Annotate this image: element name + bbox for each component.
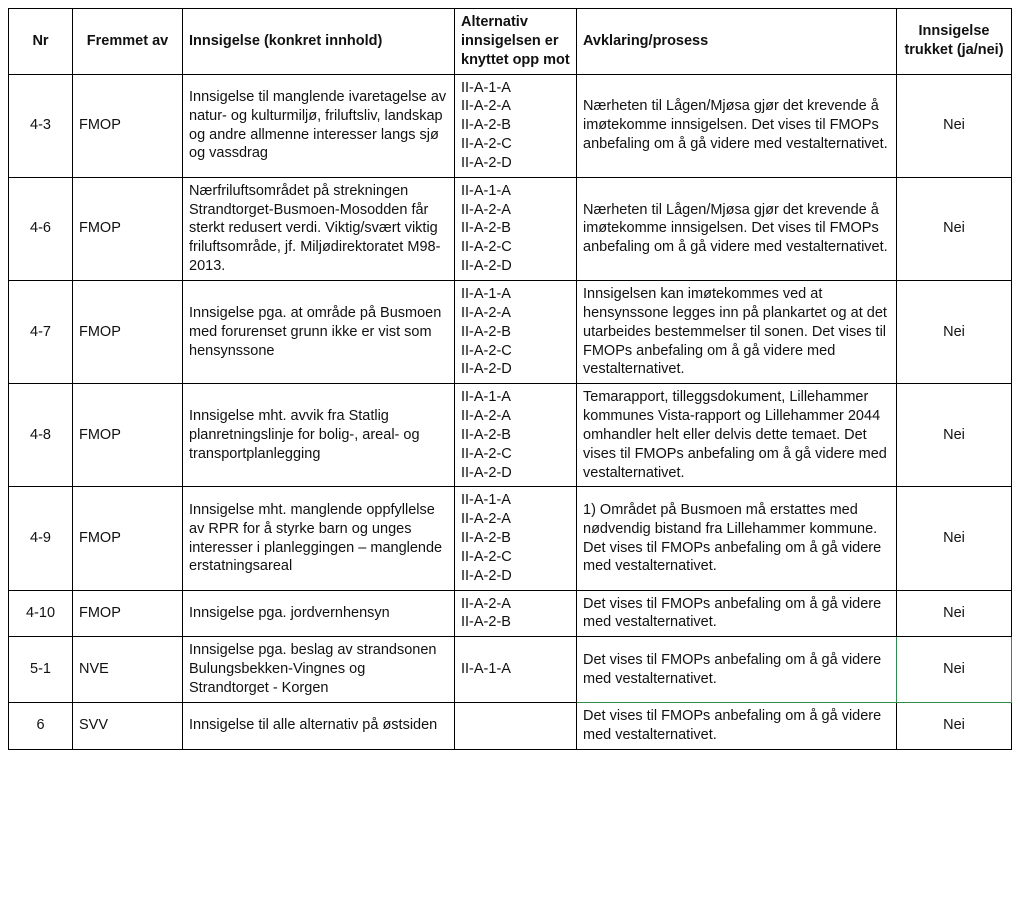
cell-nr: 4-7 xyxy=(9,280,73,383)
cell-alternativ: II-A-1-A II-A-2-A II-A-2-B II-A-2-C II-A… xyxy=(455,280,577,383)
cell-innhold: Innsigelse til manglende ivaretagelse av… xyxy=(183,74,455,177)
col-header-nr: Nr xyxy=(9,9,73,75)
cell-trukket: Nei xyxy=(897,487,1012,590)
cell-avklaring: Nærheten til Lågen/Mjøsa gjør det kreven… xyxy=(577,74,897,177)
cell-trukket: Nei xyxy=(897,74,1012,177)
table-row: 5-1 NVE Innsigelse pga. beslag av strand… xyxy=(9,637,1012,703)
col-header-innhold: Innsigelse (konkret innhold) xyxy=(183,9,455,75)
cell-avklaring: Det vises til FMOPs anbefaling om å gå v… xyxy=(577,590,897,637)
table-body: 4-3 FMOP Innsigelse til manglende ivaret… xyxy=(9,74,1012,749)
cell-trukket: Nei xyxy=(897,702,1012,749)
cell-avklaring: Nærheten til Lågen/Mjøsa gjør det kreven… xyxy=(577,177,897,280)
cell-innhold: Innsigelse pga. at område på Busmoen med… xyxy=(183,280,455,383)
cell-trukket: Nei xyxy=(897,177,1012,280)
cell-alternativ: II-A-1-A II-A-2-A II-A-2-B II-A-2-C II-A… xyxy=(455,177,577,280)
cell-fremmet: FMOP xyxy=(73,590,183,637)
cell-innhold: Nærfriluftsområdet på strekningen Strand… xyxy=(183,177,455,280)
col-header-avklaring: Avklaring/prosess xyxy=(577,9,897,75)
table-row: 4-3 FMOP Innsigelse til manglende ivaret… xyxy=(9,74,1012,177)
cell-avklaring: Innsigelsen kan imøtekommes ved at hensy… xyxy=(577,280,897,383)
cell-innhold: Innsigelse mht. avvik fra Statlig planre… xyxy=(183,384,455,487)
cell-fremmet: FMOP xyxy=(73,177,183,280)
cell-nr: 4-3 xyxy=(9,74,73,177)
cell-nr: 4-8 xyxy=(9,384,73,487)
cell-trukket: Nei xyxy=(897,590,1012,637)
cell-trukket: Nei xyxy=(897,280,1012,383)
cell-avklaring: Temarapport, tilleggsdokument, Lillehamm… xyxy=(577,384,897,487)
table-row: 4-9 FMOP Innsigelse mht. manglende oppfy… xyxy=(9,487,1012,590)
table-row: 4-10 FMOP Innsigelse pga. jordvernhensyn… xyxy=(9,590,1012,637)
cell-avklaring: Det vises til FMOPs anbefaling om å gå v… xyxy=(577,637,897,703)
cell-alternativ: II-A-1-A xyxy=(455,637,577,703)
cell-alternativ: II-A-1-A II-A-2-A II-A-2-B II-A-2-C II-A… xyxy=(455,384,577,487)
cell-fremmet: FMOP xyxy=(73,74,183,177)
cell-fremmet: SVV xyxy=(73,702,183,749)
cell-nr: 4-10 xyxy=(9,590,73,637)
table-header: Nr Fremmet av Innsigelse (konkret innhol… xyxy=(9,9,1012,75)
cell-fremmet: FMOP xyxy=(73,487,183,590)
table-row: 6 SVV Innsigelse til alle alternativ på … xyxy=(9,702,1012,749)
cell-fremmet: FMOP xyxy=(73,384,183,487)
cell-alternativ xyxy=(455,702,577,749)
innsigelse-table: Nr Fremmet av Innsigelse (konkret innhol… xyxy=(8,8,1012,750)
cell-avklaring: 1) Området på Busmoen må erstattes med n… xyxy=(577,487,897,590)
cell-innhold: Innsigelse mht. manglende oppfyllelse av… xyxy=(183,487,455,590)
cell-alternativ: II-A-1-A II-A-2-A II-A-2-B II-A-2-C II-A… xyxy=(455,487,577,590)
col-header-alternativ: Alternativ innsigelsen er knyttet opp mo… xyxy=(455,9,577,75)
table-row: 4-8 FMOP Innsigelse mht. avvik fra Statl… xyxy=(9,384,1012,487)
cell-alternativ: II-A-1-A II-A-2-A II-A-2-B II-A-2-C II-A… xyxy=(455,74,577,177)
cell-avklaring: Det vises til FMOPs anbefaling om å gå v… xyxy=(577,702,897,749)
cell-nr: 4-9 xyxy=(9,487,73,590)
cell-trukket: Nei xyxy=(897,637,1012,703)
cell-fremmet: NVE xyxy=(73,637,183,703)
cell-nr: 5-1 xyxy=(9,637,73,703)
table-row: 4-6 FMOP Nærfriluftsområdet på strekning… xyxy=(9,177,1012,280)
cell-alternativ: II-A-2-A II-A-2-B xyxy=(455,590,577,637)
cell-innhold: Innsigelse pga. beslag av strandsonen Bu… xyxy=(183,637,455,703)
cell-fremmet: FMOP xyxy=(73,280,183,383)
cell-nr: 6 xyxy=(9,702,73,749)
table-row: 4-7 FMOP Innsigelse pga. at område på Bu… xyxy=(9,280,1012,383)
cell-nr: 4-6 xyxy=(9,177,73,280)
cell-trukket: Nei xyxy=(897,384,1012,487)
cell-innhold: Innsigelse til alle alternativ på østsid… xyxy=(183,702,455,749)
col-header-trukket: Innsigelse trukket (ja/nei) xyxy=(897,9,1012,75)
cell-innhold: Innsigelse pga. jordvernhensyn xyxy=(183,590,455,637)
col-header-fremmet: Fremmet av xyxy=(73,9,183,75)
